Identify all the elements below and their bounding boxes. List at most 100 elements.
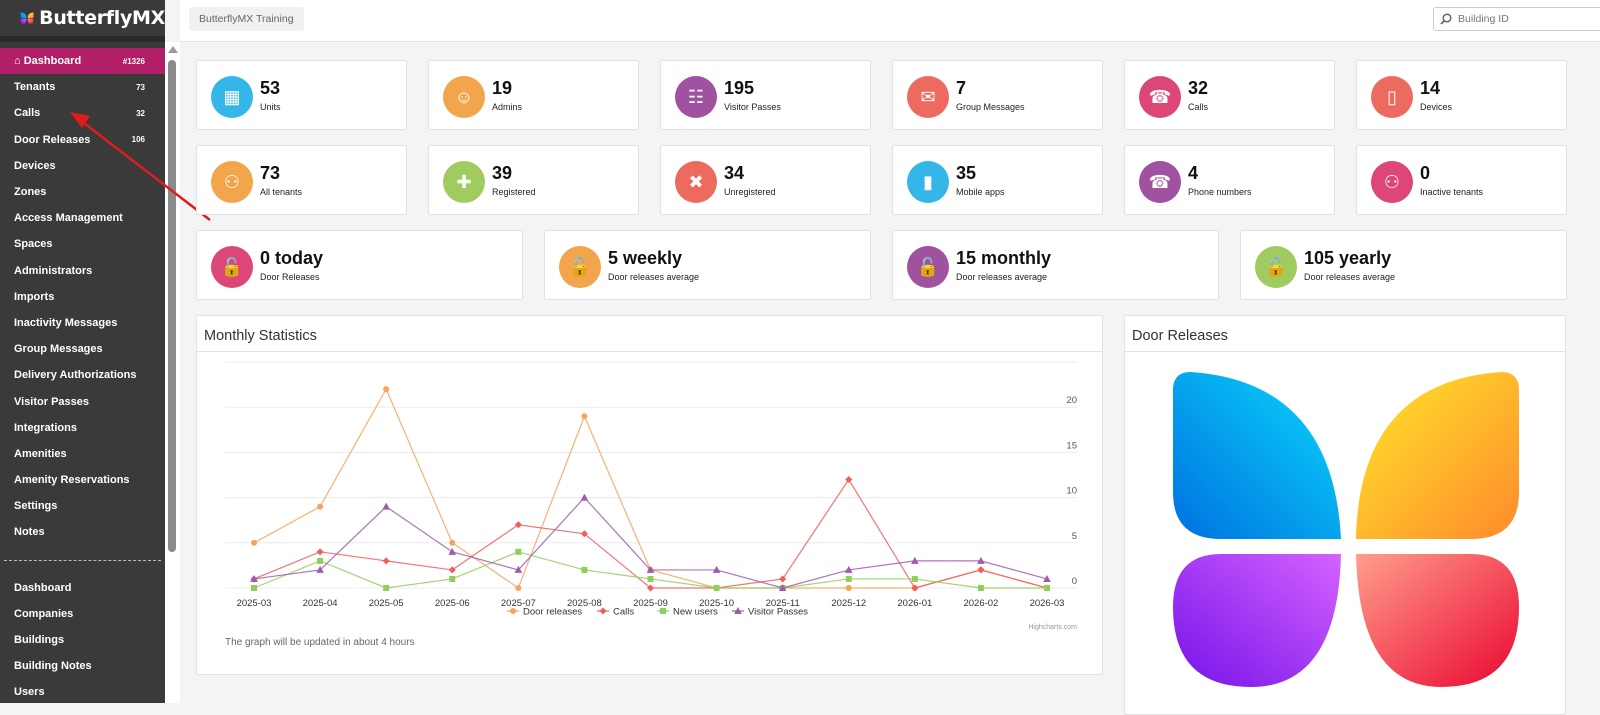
stat-card[interactable]: ✖ 34 Unregistered	[660, 145, 871, 215]
stat-card[interactable]: ⚇ 73 All tenants	[196, 145, 407, 215]
stat-icon-circle: ✖	[675, 161, 717, 203]
stat-value: 15 monthly	[956, 248, 1052, 268]
sidebar-item-label: Door Releases	[14, 133, 91, 146]
data-point	[845, 575, 852, 582]
sidebar-item-label: Calls	[14, 107, 41, 120]
stat-card[interactable]: ⚇ 0 Inactive tenants	[1356, 145, 1567, 215]
stat-icon-circle: ▦	[211, 76, 253, 118]
building-search[interactable]	[1433, 7, 1600, 31]
data-point	[778, 584, 787, 591]
legend-label[interactable]: New users	[673, 607, 718, 618]
stat-label: Registered	[492, 187, 536, 197]
door-releases-panel: Door Releases	[1124, 315, 1566, 715]
sidebar-scrollbar[interactable]	[165, 42, 180, 703]
mobile-icon: ▮	[923, 172, 933, 192]
data-point	[712, 565, 721, 573]
data-point	[581, 566, 588, 573]
sidebar-admin-item-companies[interactable]: Companies	[0, 601, 165, 627]
stat-card[interactable]: ▯ 14 Devices	[1356, 60, 1567, 130]
data-point	[713, 585, 720, 591]
sidebar-admin-item-users[interactable]: Users	[0, 679, 165, 705]
x-tick-label: 2025-09	[633, 598, 668, 609]
sidebar-item-delivery-authorizations[interactable]: Delivery Authorizations	[0, 362, 165, 388]
sidebar-item-devices[interactable]: Devices	[0, 153, 165, 179]
stat-value: 0 today	[260, 248, 324, 268]
sidebar-item-integrations[interactable]: Integrations	[0, 415, 165, 441]
x-tick-label: 2026-03	[1030, 598, 1065, 609]
sidebar-item-inactivity-messages[interactable]: Inactivity Messages	[0, 310, 165, 336]
stat-card[interactable]: 🔓 0 today Door Releases	[196, 230, 523, 300]
sidebar-item-label: Visitor Passes	[14, 395, 90, 408]
sidebar-item-count: 106	[131, 135, 145, 145]
x-tick-label: 2025-08	[567, 598, 602, 609]
legend-label[interactable]: Visitor Passes	[748, 607, 808, 618]
sidebar-item-dashboard[interactable]: ⌂ Dashboard #1326	[0, 48, 165, 75]
sidebar-item-imports[interactable]: Imports	[0, 284, 165, 310]
sidebar-item-calls[interactable]: Calls 32	[0, 100, 165, 126]
sidebar-item-settings[interactable]: Settings	[0, 493, 165, 519]
stat-card[interactable]: 🔓 15 monthly Door releases average	[892, 230, 1219, 300]
unlock-icon: 🔓	[220, 257, 244, 277]
stat-card[interactable]: ▦ 53 Units	[196, 60, 407, 130]
sidebar-item-visitor-passes[interactable]: Visitor Passes	[0, 388, 165, 414]
sidebar-item-door-releases[interactable]: Door Releases 106	[0, 127, 165, 153]
sidebar-item-text: Dashboard	[23, 55, 82, 68]
stat-card[interactable]: ▮ 35 Mobile apps	[892, 145, 1103, 215]
envelope-icon: ✉	[920, 87, 936, 107]
sidebar-admin-item-buildings[interactable]: Buildings	[0, 627, 165, 653]
stat-card[interactable]: ✚ 39 Registered	[428, 145, 639, 215]
sidebar-item-group-messages[interactable]: Group Messages	[0, 336, 165, 362]
x-tick-label: 2025-07	[501, 598, 536, 609]
y-tick-label: 5	[1072, 531, 1077, 542]
sidebar-admin-item-dashboard[interactable]: Dashboard	[0, 575, 165, 601]
stat-card[interactable]: ☎ 4 Phone numbers	[1124, 145, 1335, 215]
sidebar-item-zones[interactable]: Zones	[0, 179, 165, 205]
stat-card[interactable]: 🔓 105 yearly Door releases average	[1240, 230, 1567, 300]
sidebar-admin-item-building-notes[interactable]: Building Notes	[0, 653, 165, 679]
legend-marker-icon	[510, 608, 516, 614]
series-line	[253, 387, 1048, 589]
stat-value: 35	[956, 163, 977, 183]
sidebar-item-amenities[interactable]: Amenities	[0, 441, 165, 467]
search-icon	[1440, 13, 1452, 25]
sidebar-item-label: Settings	[14, 500, 58, 513]
sidebar-item-label: Users	[14, 686, 45, 699]
scroll-up-arrow-icon[interactable]	[168, 46, 178, 53]
stat-card[interactable]: ☎ 32 Calls	[1124, 60, 1335, 130]
stat-card[interactable]: ☺ 19 Admins	[428, 60, 639, 130]
data-point	[845, 476, 853, 484]
stat-value: 14	[1420, 78, 1441, 98]
sidebar-item-access-management[interactable]: Access Management	[0, 205, 165, 231]
stat-label: Devices	[1420, 102, 1453, 112]
legend-label[interactable]: Calls	[613, 607, 634, 618]
scroll-thumb[interactable]	[168, 60, 176, 552]
stat-card[interactable]: ☷ 195 Visitor Passes	[660, 60, 871, 130]
legend-label[interactable]: Door releases	[523, 607, 582, 618]
sidebar-item-administrators[interactable]: Administrators	[0, 258, 165, 284]
sidebar-item-tenants[interactable]: Tenants 73	[0, 74, 165, 100]
data-point	[646, 565, 655, 573]
sidebar-item-label: Amenity Reservations	[14, 474, 130, 487]
sidebar-item-spaces[interactable]: Spaces	[0, 231, 165, 257]
brand[interactable]: ButterflyMX	[0, 0, 165, 42]
sidebar-item-notes[interactable]: Notes	[0, 519, 165, 545]
building-name-badge[interactable]: ButterflyMX Training	[189, 7, 304, 31]
stat-icon-circle: ✉	[907, 76, 949, 118]
data-point	[316, 565, 324, 573]
sidebar-item-count: 73	[136, 82, 145, 92]
building-id-input[interactable]	[1458, 13, 1598, 25]
sidebar-item-label: Administrators	[14, 264, 93, 277]
stat-card[interactable]: 🔓 5 weekly Door releases average	[544, 230, 871, 300]
stat-label: All tenants	[260, 187, 303, 197]
data-point	[383, 386, 390, 393]
x-tick-label: 2025-03	[237, 598, 272, 609]
stat-card[interactable]: ✉ 7 Group Messages	[892, 60, 1103, 130]
stat-icon-circle: ☎	[1139, 161, 1181, 203]
data-point	[382, 502, 390, 510]
sidebar-item-amenity-reservations[interactable]: Amenity Reservations	[0, 467, 165, 493]
x-tick-label: 2025-12	[831, 598, 866, 609]
topbar: ButterflyMX Training	[180, 0, 1600, 42]
stat-label: Unregistered	[724, 187, 776, 197]
sidebar-item-label: Spaces	[14, 238, 53, 251]
stat-value: 19	[492, 78, 513, 98]
